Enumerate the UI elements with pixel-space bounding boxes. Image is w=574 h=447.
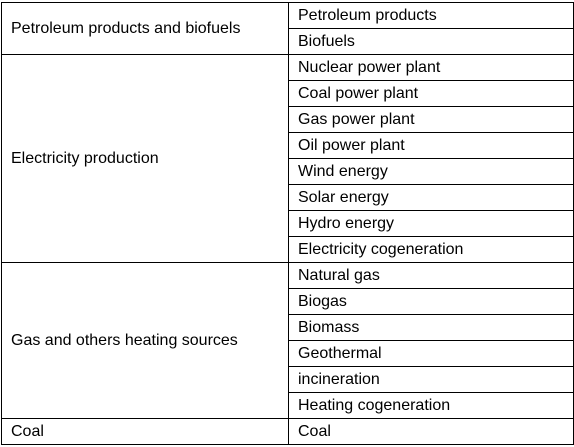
table-row: Electricity production Nuclear power pla… [1,54,574,263]
source-cell: Biomass [288,314,574,341]
table-row: Gas and others heating sources Natural g… [1,262,574,419]
table-row: Electricity cogeneration [2,236,574,263]
table-row: Wind energy [2,158,574,185]
source-cell: Hydro energy [288,210,574,237]
source-cell: Coal power plant [288,80,574,107]
table-row: Coal power plant [2,80,574,107]
table-row: Solar energy [2,184,574,211]
source-cell: Wind energy [288,158,574,185]
source-cell: Heating cogeneration [288,392,574,419]
source-cell: Solar energy [288,184,574,211]
category-cell: Gas and others heating sources [1,262,289,419]
source-cell: Coal [288,418,574,445]
source-cell: Petroleum products [288,2,574,29]
table-row: Petroleum products and biofuels Petroleu… [1,2,574,55]
source-cell: Geothermal [288,340,574,367]
table-row: Heating cogeneration [2,392,574,419]
category-cell: Electricity production [1,54,289,263]
table-row: Biogas [2,288,574,315]
source-cell: Gas power plant [288,106,574,133]
table-row: Geothermal [2,340,574,367]
category-cell: Petroleum products and biofuels [1,2,289,55]
category-cell: Coal [1,418,289,445]
source-cell: Nuclear power plant [288,54,574,81]
source-cell: Biogas [288,288,574,315]
table-row: Coal Coal [1,418,574,445]
table-row: Hydro energy [2,210,574,237]
source-cell: Oil power plant [288,132,574,159]
source-cell: incineration [288,366,574,393]
table-row: Biomass [2,314,574,341]
table-row: Oil power plant [2,132,574,159]
source-cell: Natural gas [288,262,574,289]
table-row: incineration [2,366,574,393]
table-row: Biofuels [2,28,574,55]
source-cell: Electricity cogeneration [288,236,574,263]
source-cell: Biofuels [288,28,574,55]
